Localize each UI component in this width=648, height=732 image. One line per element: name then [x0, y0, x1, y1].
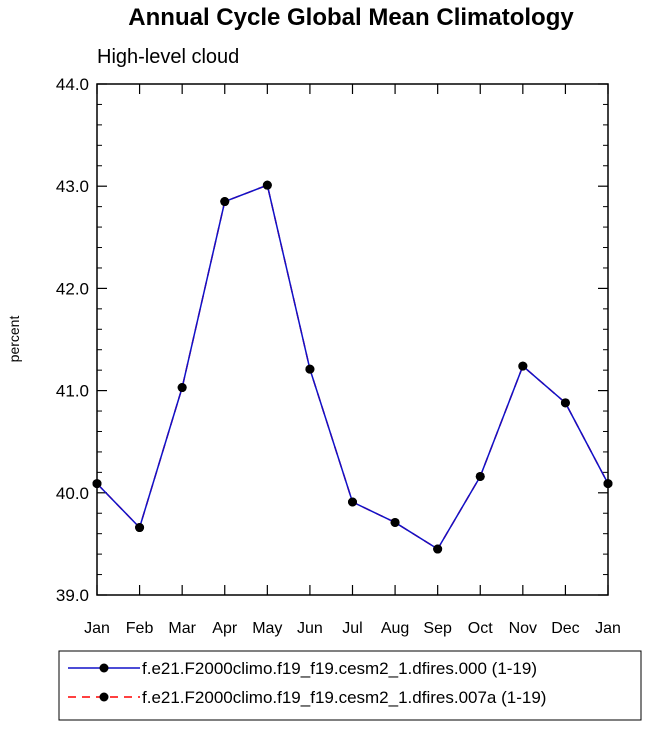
series-line [96, 184, 609, 551]
legend-label: f.e21.F2000climo.f19_f19.cesm2_1.dfires.… [142, 659, 537, 678]
y-tick-label: 41.0 [56, 382, 89, 401]
x-tick-label: Jan [84, 620, 110, 637]
x-tick-label: Jun [297, 620, 323, 637]
series-point [475, 471, 485, 481]
x-tick-label: Aug [381, 620, 409, 637]
series-point [135, 523, 145, 533]
x-tick-label: Dec [551, 620, 579, 637]
legend: f.e21.F2000climo.f19_f19.cesm2_1.dfires.… [68, 659, 546, 707]
series-point [433, 544, 443, 554]
series-point [92, 479, 102, 489]
series-layer [92, 180, 613, 554]
plot-frame [96, 83, 609, 596]
series-point [177, 383, 187, 393]
x-tick-label: Feb [126, 620, 154, 637]
legend-swatch-marker [99, 692, 109, 702]
series-point [603, 479, 613, 489]
x-tick-label: Oct [468, 620, 493, 637]
series-point [390, 517, 400, 527]
chart-subtitle: High-level cloud [97, 46, 239, 68]
y-axis-label: percent [6, 316, 22, 363]
series-point [220, 197, 230, 207]
series-point [262, 180, 272, 190]
x-tick-label: Nov [509, 620, 537, 637]
x-tick-label: Mar [168, 620, 196, 637]
y-tick-label: 39.0 [56, 586, 89, 605]
series-point [560, 398, 570, 408]
x-tick-label: Jan [595, 620, 621, 637]
series-point [305, 364, 315, 374]
legend-swatch-marker [99, 663, 109, 673]
x-tick-label: Sep [423, 620, 452, 637]
legend-box [58, 650, 642, 721]
y-tick-label: 42.0 [56, 279, 89, 298]
y-tick-label: 43.0 [56, 177, 89, 196]
legend-label: f.e21.F2000climo.f19_f19.cesm2_1.dfires.… [142, 688, 546, 707]
series-line [96, 184, 609, 551]
series-point [518, 361, 528, 371]
x-tick-label: Apr [212, 620, 238, 637]
series-point [348, 497, 357, 507]
y-tick-label: 40.0 [56, 484, 89, 503]
x-tick-label: Jul [342, 620, 362, 637]
x-tick-label: May [252, 620, 282, 637]
chart-title: Annual Cycle Global Mean Climatology [128, 4, 574, 31]
y-tick-label: 44.0 [56, 75, 89, 94]
axis-ticks: 39.0 40.0 41.0 42.0 43.0 44.0 Jan Feb Mar Apr May J… [56, 75, 621, 637]
